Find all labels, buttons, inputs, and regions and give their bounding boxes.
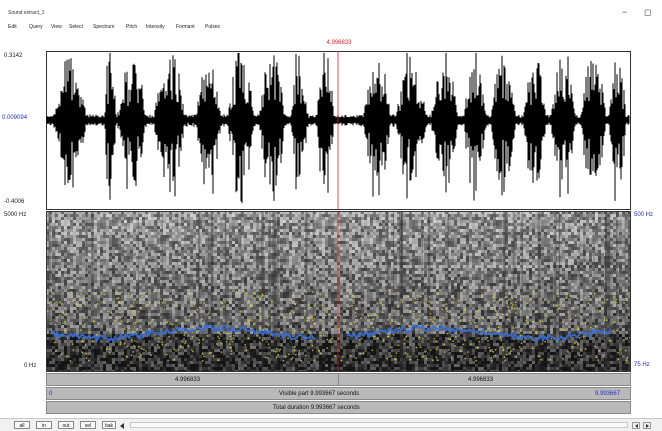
all-button[interactable]: all [14, 421, 30, 429]
waveform-min-label: -0.4006 [4, 199, 24, 205]
zoom-back-button[interactable]: bak [102, 421, 116, 429]
scroll-left-icon [635, 424, 638, 428]
scroll-right-button[interactable] [643, 422, 651, 429]
right-segment-duration: 4.996833 [468, 377, 493, 383]
zoom-in-button[interactable]: in [36, 421, 52, 429]
menu-pitch[interactable]: Pitch [126, 24, 137, 30]
segment-divider [338, 373, 339, 386]
total-duration-bar[interactable]: Total duration 9.993667 seconds [46, 401, 631, 414]
left-segment-duration: 4.996833 [175, 377, 200, 383]
horizontal-scrollbar[interactable] [130, 422, 628, 428]
scroll-right-arrow-icon [646, 424, 649, 428]
zoom-out-button[interactable]: out [58, 421, 74, 429]
waveform-zero-label: 0.009094 [2, 115, 27, 121]
waveform-max-label: 0.3142 [4, 53, 22, 59]
total-duration-label: Total duration 9.993667 seconds [273, 405, 360, 411]
menu-query[interactable]: Query [29, 24, 43, 30]
title-bar: Sound extract_1 − ◻ [0, 0, 662, 22]
menu-pulses[interactable]: Pulses [205, 24, 220, 30]
navigation-bar: all in out sel bak [0, 418, 662, 431]
visible-part-bar[interactable]: 0 Visible part 9.993667 seconds 9.993667 [46, 387, 631, 400]
pitch-top-label: 500 Hz [634, 212, 653, 218]
visible-start-label: 0 [49, 391, 52, 397]
menu-edit[interactable]: Edit [8, 24, 17, 30]
menu-select[interactable]: Select [69, 24, 83, 30]
pitch-bottom-label: 75 Hz [634, 362, 650, 368]
spectrogram-bottom-label: 0 Hz [24, 363, 36, 369]
zoom-selection-button[interactable]: sel [80, 421, 96, 429]
menu-spectrum[interactable]: Spectrum [93, 24, 114, 30]
window-title: Sound extract_1 [8, 10, 44, 16]
restore-icon[interactable]: ◻ [644, 8, 651, 17]
spectrogram-top-label: 5000 Hz [4, 212, 26, 218]
scroll-left-button[interactable] [632, 422, 640, 429]
visible-part-label: Visible part 9.993667 seconds [279, 391, 359, 397]
waveform-panel[interactable] [46, 51, 631, 210]
scroll-left-arrow-icon[interactable] [120, 423, 124, 429]
menu-bar: Edit Query View Select Spectrum Pitch In… [0, 22, 662, 34]
menu-formant[interactable]: Formant [176, 24, 195, 30]
menu-view[interactable]: View [51, 24, 62, 30]
spectrogram-panel[interactable] [46, 211, 631, 372]
menu-intensity[interactable]: Intensity [146, 24, 165, 30]
minimize-icon[interactable]: − [622, 8, 627, 17]
visible-end-label: 9.993667 [595, 391, 620, 397]
cursor-time-label: 4.996833 [319, 40, 359, 46]
